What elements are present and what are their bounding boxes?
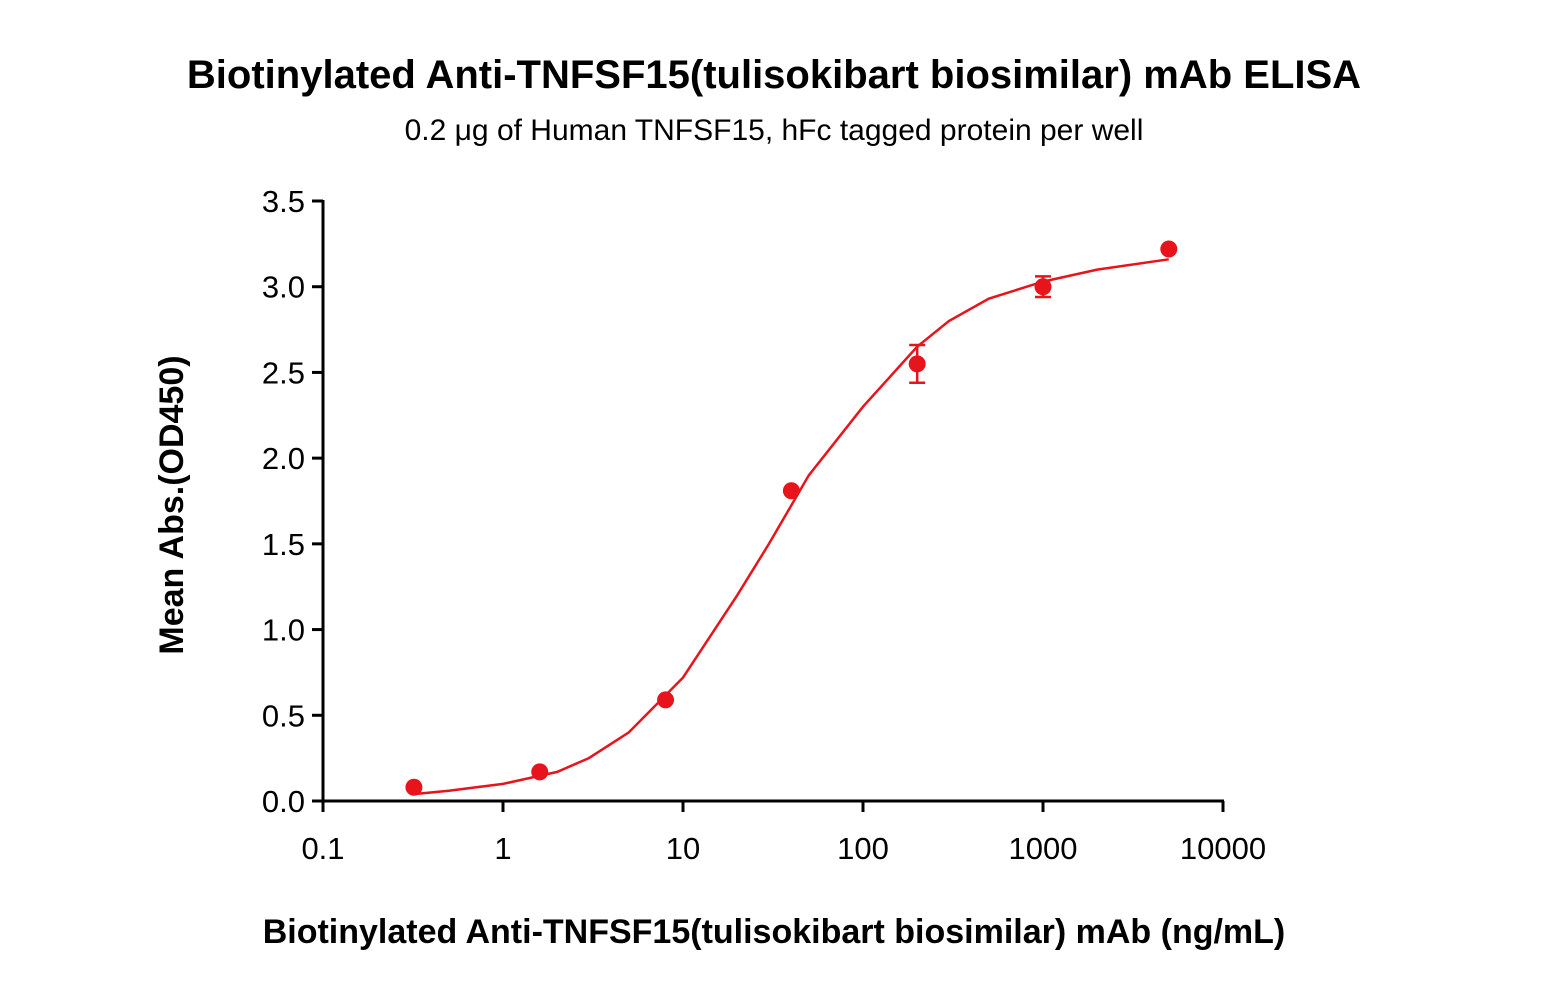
y-tick-label: 2.5: [262, 355, 305, 390]
y-tick-label: 2.0: [262, 441, 305, 476]
y-tick-label: 1.0: [262, 613, 305, 648]
data-point: [782, 482, 800, 500]
y-tick-label: 0.0: [262, 784, 305, 819]
x-tick-label: 1: [494, 831, 511, 866]
data-point: [1160, 240, 1178, 258]
y-tick-label: 0.5: [262, 698, 305, 733]
x-tick-label: 1000: [1009, 831, 1078, 866]
y-tick-label: 1.5: [262, 527, 305, 562]
data-point: [657, 691, 675, 709]
data-point: [908, 355, 926, 373]
y-axis-label: Mean Abs.(OD450): [153, 355, 191, 654]
data-point: [531, 763, 549, 781]
x-tick-label: 10000: [1180, 831, 1266, 866]
chart-title: Biotinylated Anti-TNFSF15(tulisokibart b…: [187, 53, 1361, 97]
x-tick-label: 100: [837, 831, 889, 866]
data-point: [1034, 278, 1052, 296]
x-tick-label: 0.1: [301, 831, 344, 866]
chart-subtitle: 0.2 μg of Human TNFSF15, hFc tagged prot…: [405, 114, 1144, 147]
data-point: [405, 778, 423, 796]
y-tick-label: 3.5: [262, 184, 305, 219]
x-tick-label: 10: [666, 831, 700, 866]
y-tick-label: 3.0: [262, 270, 305, 305]
x-axis-label: Biotinylated Anti-TNFSF15(tulisokibart b…: [263, 913, 1286, 951]
fit-curve: [413, 258, 1169, 796]
